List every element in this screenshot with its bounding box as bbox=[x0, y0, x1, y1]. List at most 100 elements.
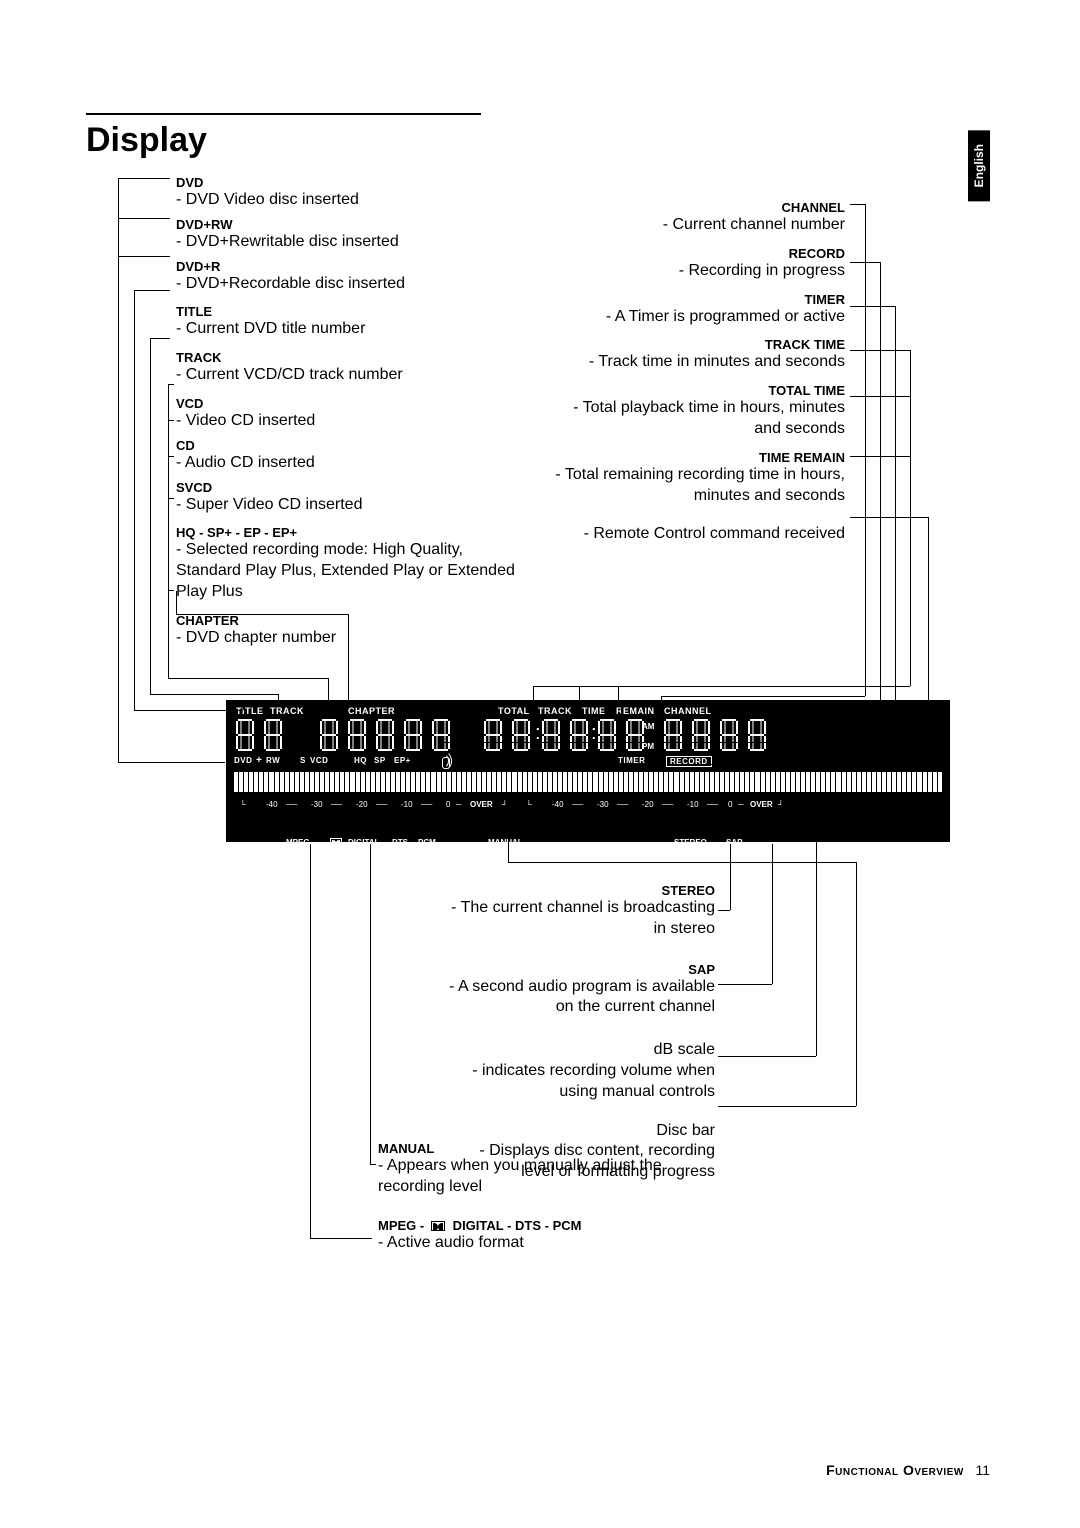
seven-segment-digit bbox=[662, 718, 684, 752]
leader-line bbox=[168, 678, 328, 679]
callout-desc: - Super Video CD inserted bbox=[176, 495, 516, 516]
leader-line bbox=[621, 714, 895, 715]
leader-line bbox=[134, 290, 135, 710]
callout-desc: - Current VCD/CD track number bbox=[176, 365, 516, 386]
leader-line bbox=[661, 696, 662, 702]
leader-line bbox=[118, 178, 119, 762]
callout-heading: CD bbox=[176, 438, 516, 453]
callout-heading: SAP bbox=[445, 962, 715, 977]
label-track-time: TRACK bbox=[538, 706, 572, 716]
label-mpeg: MPEG bbox=[286, 838, 310, 847]
leader-line bbox=[618, 686, 619, 702]
leader-line bbox=[718, 984, 772, 985]
leader-line bbox=[850, 262, 880, 263]
callout-desc: - Remote Control command received bbox=[555, 524, 845, 545]
leader-line bbox=[176, 591, 177, 614]
leader-line bbox=[533, 686, 910, 687]
callout-desc: - The current channel is broadcasting in… bbox=[445, 898, 715, 940]
label-plus: + bbox=[256, 755, 262, 766]
callouts-bottom-left: MANUAL- Appears when you manually adjust… bbox=[378, 1141, 698, 1263]
leader-line bbox=[508, 842, 509, 862]
leader-line bbox=[150, 694, 278, 695]
callout-heading: dB scale bbox=[445, 1040, 715, 1061]
leader-line bbox=[243, 700, 244, 710]
display-panel: TITLE TRACK CHAPTER TOTAL TRACK TIME REM… bbox=[226, 700, 950, 842]
label-pcm: PCM bbox=[418, 838, 436, 847]
label-vcd: VCD bbox=[310, 756, 328, 765]
leader-line bbox=[865, 204, 866, 696]
callout-desc: - indicates recording volume when using … bbox=[445, 1061, 715, 1103]
leader-line bbox=[579, 686, 580, 702]
label-ep: EP+ bbox=[394, 756, 411, 765]
leader-line bbox=[168, 498, 174, 499]
language-tab: English bbox=[968, 130, 990, 201]
leader-line bbox=[856, 862, 857, 1106]
callout-heading: DVD+R bbox=[176, 259, 516, 274]
seven-segment-digit bbox=[510, 718, 532, 752]
signal-icon bbox=[436, 755, 454, 769]
callout-desc: - Appears when you manually adjust the r… bbox=[378, 1156, 698, 1198]
callout-heading: TIMER bbox=[555, 292, 845, 307]
label-am: AM bbox=[642, 722, 654, 731]
callout-heading: MPEG - DIGITAL - DTS - PCMMPEG - DIGITAL… bbox=[378, 1218, 698, 1233]
dolby-icon bbox=[431, 1221, 445, 1231]
leader-line bbox=[680, 764, 880, 765]
label-sp: SP bbox=[374, 756, 386, 765]
leader-line bbox=[661, 696, 865, 697]
leader-line bbox=[928, 517, 929, 742]
callout-desc: - Selected recording mode: High Quality,… bbox=[176, 540, 516, 602]
seven-segment-digit bbox=[262, 718, 284, 752]
label-s: S bbox=[300, 756, 306, 765]
callout-heading: SVCD bbox=[176, 480, 516, 495]
callout-desc: - DVD chapter number bbox=[176, 628, 516, 649]
seven-segment-digit bbox=[746, 718, 768, 752]
callout-heading: HQ - SP+ - EP - EP+ bbox=[176, 525, 516, 540]
callout-desc: - Current DVD title number bbox=[176, 319, 516, 340]
label-dts: DTS bbox=[392, 838, 408, 847]
callout-heading: TRACK bbox=[176, 350, 516, 365]
callout-heading: DVD bbox=[176, 175, 516, 190]
seven-segment-digit bbox=[568, 718, 590, 752]
seven-segment-digit bbox=[596, 718, 618, 752]
label-pm: PM bbox=[642, 742, 654, 751]
leader-line bbox=[440, 742, 928, 743]
callout-desc: - Active audio format bbox=[378, 1233, 698, 1254]
leader-line bbox=[176, 614, 348, 615]
leader-line bbox=[278, 694, 279, 702]
callout-heading: CHAPTER bbox=[176, 613, 516, 628]
callout-heading: RECORD bbox=[555, 246, 845, 261]
leader-line bbox=[168, 590, 174, 591]
label-total: TOTAL bbox=[498, 706, 530, 716]
leader-line bbox=[718, 1056, 816, 1057]
leader-line bbox=[168, 384, 174, 385]
label-record: RECORD bbox=[666, 756, 712, 767]
label-stereo: STEREO bbox=[674, 838, 707, 847]
leader-line bbox=[850, 306, 895, 307]
leader-line bbox=[533, 686, 534, 702]
callout-desc: - DVD Video disc inserted bbox=[176, 190, 516, 211]
label-rw: RW bbox=[266, 756, 280, 765]
disc-bar bbox=[234, 772, 942, 792]
callouts-left: DVD- DVD Video disc inserted DVD+RW - DVD… bbox=[176, 175, 516, 659]
callout-heading: DVD+RW bbox=[176, 217, 516, 232]
label-manual: MANUAL bbox=[488, 838, 523, 847]
label-title: TITLE bbox=[236, 706, 264, 716]
seven-segment-digit bbox=[374, 718, 396, 752]
callout-heading: MANUAL bbox=[378, 1141, 698, 1156]
callout-heading: VCD bbox=[176, 396, 516, 411]
seven-segment-digit bbox=[482, 718, 504, 752]
callout-heading: Disc bar bbox=[445, 1121, 715, 1142]
leader-line bbox=[910, 350, 911, 686]
leader-line bbox=[508, 862, 856, 863]
leader-line bbox=[772, 844, 773, 984]
seven-segment-digit bbox=[540, 718, 562, 752]
leader-line bbox=[168, 384, 169, 678]
seven-segment-digit bbox=[318, 718, 340, 752]
callout-desc: - Audio CD inserted bbox=[176, 453, 516, 474]
seven-segment-digit bbox=[234, 718, 256, 752]
label-timer: TIMER bbox=[618, 756, 645, 765]
callout-heading: STEREO bbox=[445, 883, 715, 898]
leader-line bbox=[328, 678, 329, 702]
callout-desc: - A Timer is programmed or active bbox=[555, 307, 845, 328]
leader-line bbox=[118, 762, 225, 763]
